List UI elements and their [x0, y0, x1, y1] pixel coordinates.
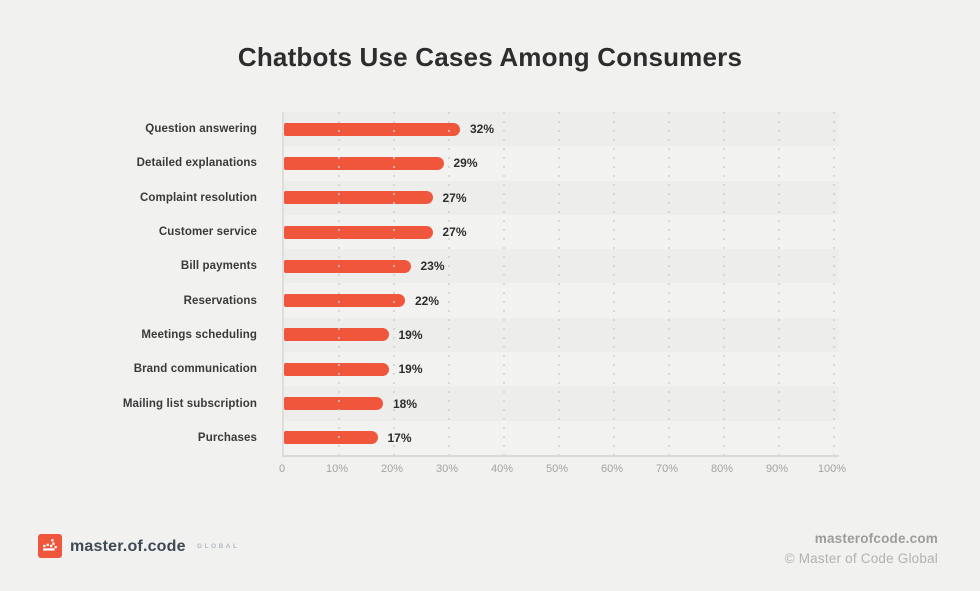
copyright-text: © Master of Code Global	[784, 551, 938, 566]
x-tick-label: 80%	[710, 463, 734, 475]
category-label: Purchases	[197, 431, 257, 444]
bar	[284, 294, 405, 308]
x-axis: 0 10% 20% 30% 40% 50% 60% 70% 80% 90% 100%	[278, 463, 846, 479]
bar	[284, 362, 389, 376]
logo-global-label: GLOBAL	[197, 543, 240, 550]
page-title: Chatbots Use Cases Among Consumers	[237, 42, 743, 72]
bar	[284, 397, 383, 411]
x-tick-label: 50%	[545, 463, 569, 475]
logo-icon	[38, 534, 62, 558]
plot-rows: 32% 29% 27% 27% 23% 22% 19% 19% 18% 17%	[284, 112, 839, 455]
bar-row: 19%	[284, 317, 839, 353]
x-tick-label: 20%	[380, 463, 404, 475]
bar	[284, 191, 433, 205]
x-tick-label: 90%	[765, 463, 789, 475]
bar-row: 32%	[284, 112, 839, 147]
bar-value-label: 22%	[415, 293, 440, 308]
logo-wordmark: master.of.code	[70, 538, 186, 555]
category-label: Brand communication	[133, 363, 257, 376]
bar-row: 19%	[284, 352, 839, 387]
x-tick-label: 30%	[435, 463, 459, 475]
pixel-crown-icon	[43, 539, 57, 551]
bar	[284, 156, 444, 170]
category-labels: Question answering Detailed explanations C…	[0, 112, 257, 455]
x-tick-label: 0	[278, 463, 286, 475]
bar-value-label: 23%	[420, 259, 445, 274]
bar-value-label: 27%	[442, 225, 467, 240]
bar-value-label: 32%	[470, 122, 495, 137]
x-tick-label: 10%	[325, 463, 349, 475]
category-label: Meetings scheduling	[141, 328, 257, 341]
x-tick-label: 60%	[600, 463, 624, 475]
category-label: Question answering	[145, 123, 257, 136]
bar-value-label: 27%	[442, 190, 467, 205]
bar-value-label: 17%	[387, 430, 412, 445]
bar-value-label: 29%	[453, 156, 478, 171]
bar-row: 22%	[284, 283, 839, 318]
bar	[284, 259, 411, 273]
bar-row: 29%	[284, 146, 839, 181]
bar-row: 27%	[284, 180, 839, 215]
bar-row: 18%	[284, 386, 839, 421]
bar	[284, 122, 460, 136]
bar-value-label: 18%	[393, 396, 418, 411]
bar	[284, 225, 433, 239]
bar-row: 17%	[284, 420, 839, 455]
bar	[284, 328, 389, 342]
website-url: masterofcode.com	[814, 531, 938, 546]
category-label: Complaint resolution	[140, 191, 257, 204]
bar-value-label: 19%	[398, 327, 423, 342]
plot-area: 32% 29% 27% 27% 23% 22% 19% 19% 18% 17%	[282, 112, 839, 457]
category-label: Customer service	[158, 226, 257, 239]
x-tick-label: 40%	[490, 463, 514, 475]
bar-value-label: 19%	[398, 362, 423, 377]
x-tick-label: 70%	[655, 463, 679, 475]
bar	[284, 431, 378, 445]
bar-row: 23%	[284, 249, 839, 284]
category-label: Detailed explanations	[136, 157, 257, 170]
bar-row: 27%	[284, 214, 839, 250]
category-label: Bill payments	[180, 260, 257, 273]
x-tick-label: 100%	[817, 463, 847, 475]
category-label: Mailing list subscription	[122, 397, 257, 410]
category-label: Reservations	[183, 294, 257, 307]
